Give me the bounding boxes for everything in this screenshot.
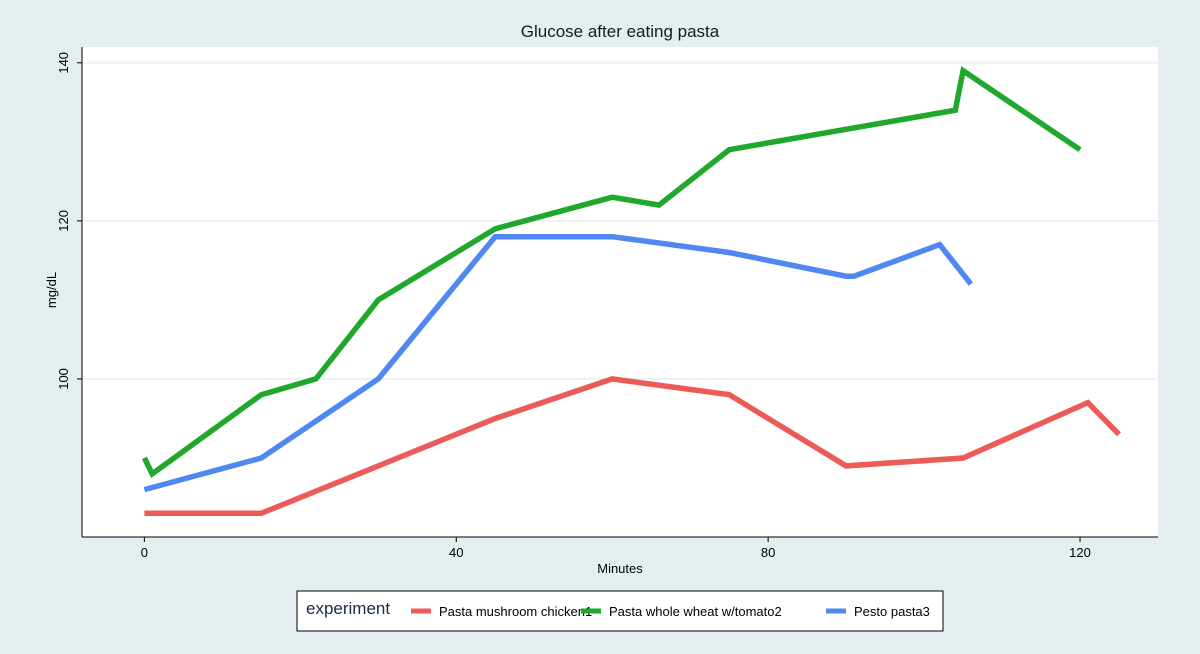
series-line-3 — [143, 233, 974, 493]
x-axis-title: Minutes — [597, 561, 643, 576]
legend-label-1: Pasta mushroom chicken1 — [439, 604, 592, 619]
x-tick-label: 0 — [141, 545, 148, 560]
y-tick-label: 100 — [56, 368, 71, 390]
legend: experiment Pasta mushroom chicken1 Pasta … — [296, 590, 944, 632]
legend-label-3: Pesto pasta3 — [854, 604, 930, 619]
legend-label-2: Pasta whole wheat w/tomato2 — [609, 604, 782, 619]
x-tick-label: 80 — [761, 545, 775, 560]
x-tick-label: 120 — [1069, 545, 1091, 560]
y-axis-title: mg/dL — [44, 272, 59, 308]
series-line-2 — [141, 66, 1082, 478]
axis-layer: 100 120 140 0 40 80 120 — [56, 52, 1091, 560]
y-tick-label: 140 — [56, 52, 71, 74]
legend-title: experiment — [306, 599, 390, 618]
legend-items: Pasta mushroom chicken1 Pasta whole wheat… — [411, 604, 930, 619]
series-line-1 — [144, 376, 1121, 517]
y-tick-label: 120 — [56, 210, 71, 232]
x-tick-label: 40 — [449, 545, 463, 560]
chart-title: Glucose after eating pasta — [521, 22, 720, 41]
series-layer — [141, 66, 1121, 517]
